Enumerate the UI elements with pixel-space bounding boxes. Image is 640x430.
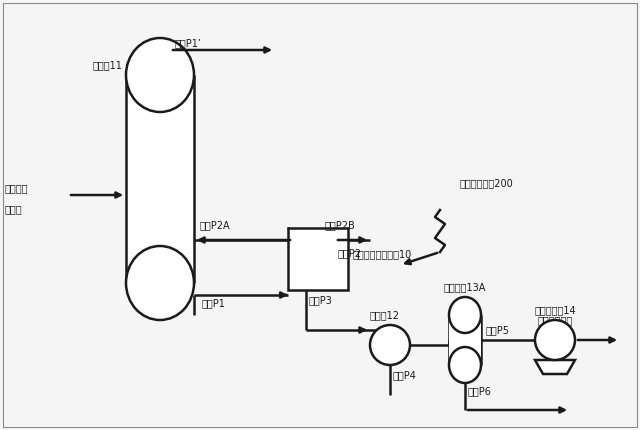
Text: 原料有機: 原料有機: [5, 183, 29, 193]
Polygon shape: [535, 360, 575, 374]
Ellipse shape: [449, 347, 481, 383]
Text: 蔽留坅11: 蔽留坅11: [92, 60, 122, 70]
Bar: [449, 315, 481, 365]
Ellipse shape: [126, 38, 194, 112]
Text: 配管P2: 配管P2: [338, 248, 362, 258]
Text: 配管P2A: 配管P2A: [200, 220, 230, 230]
Text: 脱水システム200: 脱水システム200: [460, 178, 514, 188]
Text: 化合物: 化合物: [5, 204, 22, 214]
Text: 配管P4: 配管P4: [393, 370, 417, 380]
Text: 配管P2B: 配管P2B: [324, 220, 355, 230]
Text: 分離膜モジュール10: 分離膜モジュール10: [353, 249, 412, 259]
Circle shape: [370, 325, 410, 365]
Text: 配管P3: 配管P3: [309, 295, 333, 305]
Text: （減圧手段）: （減圧手段）: [538, 315, 573, 325]
Text: 配管P6: 配管P6: [468, 386, 492, 396]
Ellipse shape: [126, 246, 194, 320]
Bar: [288, 228, 348, 290]
Text: 谯水容奨13A: 谯水容奨13A: [444, 282, 486, 292]
Bar: [126, 75, 194, 283]
Text: 配管P1: 配管P1: [202, 298, 226, 308]
Ellipse shape: [449, 297, 481, 333]
Text: 真空ポンプ14: 真空ポンプ14: [534, 305, 576, 315]
Text: 凝縮冇12: 凝縮冇12: [370, 310, 400, 320]
Text: 配管P1’: 配管P1’: [175, 38, 202, 48]
Circle shape: [535, 320, 575, 360]
Text: 配管P5: 配管P5: [486, 325, 510, 335]
